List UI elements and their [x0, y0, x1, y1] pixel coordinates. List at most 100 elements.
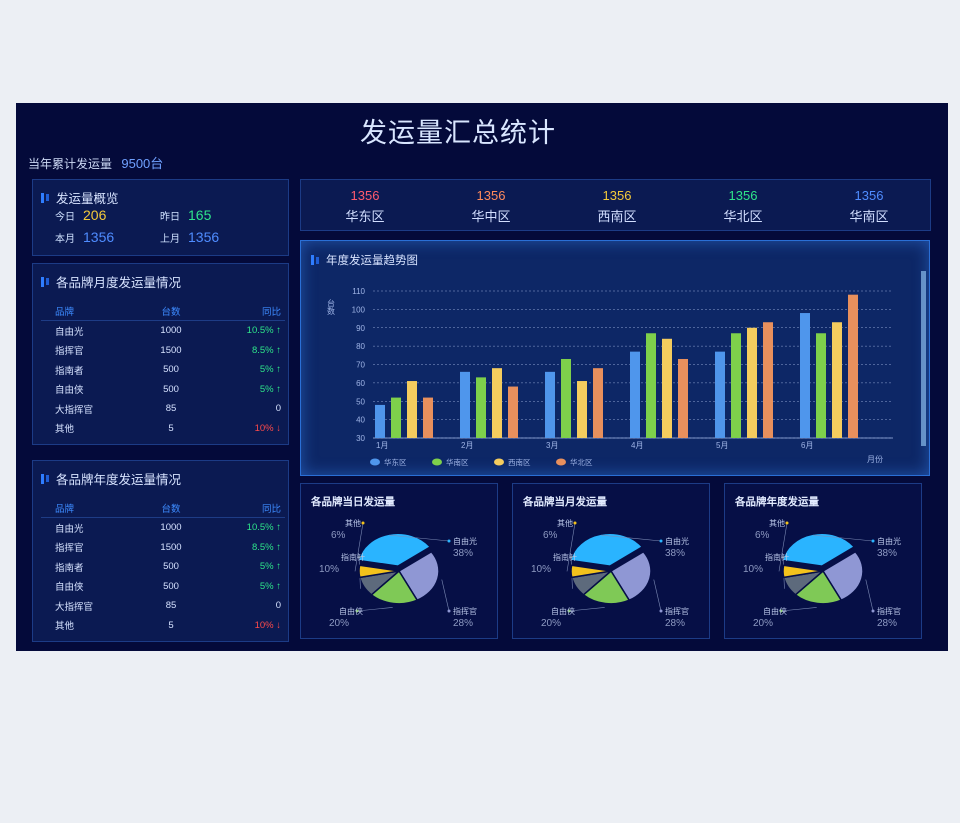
- y-tick-label: 60: [356, 379, 365, 388]
- cell-brand: 其他: [55, 424, 75, 436]
- cell-brand: 大指挥官: [55, 404, 94, 416]
- y-tick-label: 40: [356, 416, 365, 425]
- table-row: 其他 5 10% ↓: [41, 616, 285, 636]
- cell-yoy: 10% ↓: [254, 619, 281, 631]
- leader-dot: [779, 609, 783, 613]
- pie-slice: [609, 550, 652, 602]
- region-1: 1356 华东区: [315, 188, 415, 225]
- cell-brand: 自由光: [55, 523, 84, 535]
- overview-title: 发运量概览: [41, 188, 119, 207]
- region-value: 1356: [476, 188, 506, 203]
- bar: [646, 333, 656, 438]
- cell-count: 500: [163, 383, 179, 395]
- bar: [508, 386, 518, 438]
- slice-pct: 28%: [453, 618, 473, 629]
- cell-brand: 自由侠: [55, 582, 84, 594]
- region-4: 1356 华北区: [693, 188, 793, 225]
- y-tick-label: 70: [356, 361, 365, 370]
- x-tick-label: 1月: [376, 441, 388, 450]
- monthly-brand-table: 品牌 台数 同比 自由光 1000 10.5% ↑ 指挥官 1500 8.5% ↑ 指南者 5…: [41, 302, 285, 438]
- leader-dot: [781, 555, 785, 559]
- leader-line: [354, 522, 364, 572]
- bar: [577, 381, 587, 438]
- cell-yoy: 0: [275, 600, 281, 612]
- cell-brand: 自由侠: [55, 385, 84, 397]
- bar: [678, 358, 688, 438]
- region-name: 华北区: [723, 209, 763, 224]
- slice-pct: 20%: [753, 618, 773, 629]
- slice-label: 其他: [769, 518, 785, 528]
- slice-label: 指南针: [553, 552, 577, 562]
- slice-pct: 6%: [543, 530, 558, 541]
- y-tick-label: 80: [356, 342, 365, 351]
- slice-pct: 6%: [331, 530, 346, 541]
- slice-pct: 20%: [541, 618, 561, 629]
- slice-pct: 10%: [531, 564, 551, 575]
- bar: [715, 351, 725, 438]
- cell-count: 500: [163, 580, 179, 592]
- pie-slice: [794, 569, 843, 605]
- slice-label: 自由侠: [339, 606, 363, 616]
- legend-marker: [432, 458, 442, 466]
- region-name: 华中区: [471, 209, 511, 224]
- leader-dot: [659, 609, 663, 613]
- trend-chart-title: 年度发运量趋势图: [311, 252, 418, 268]
- y-tick-label: 100: [352, 305, 366, 314]
- region-value: 1356: [728, 188, 758, 203]
- bar: [630, 351, 640, 438]
- yearly-brand-table: 品牌 台数 同比 自由光 1000 10.5% ↑ 指挥官 1500 8.5% ↑ 指南者 5…: [41, 499, 285, 635]
- slice-label: 自由光: [665, 536, 689, 546]
- yesterday-value: 165: [188, 207, 212, 223]
- overview-last-month: 上月 1356: [160, 229, 220, 245]
- slice-label: 其他: [345, 518, 361, 528]
- leader-line: [813, 534, 874, 542]
- overview-today: 今日 206: [55, 207, 107, 223]
- leader-line: [356, 607, 393, 612]
- cell-yoy: 10% ↓: [254, 422, 281, 434]
- x-axis-label: 月份: [867, 454, 883, 464]
- bar: [423, 397, 433, 438]
- slice-pct: 6%: [755, 530, 770, 541]
- x-tick-label: 3月: [546, 441, 558, 450]
- pie-panel-monthly: 各品牌当月发运量 自由光 38% 指挥官 28% 自由侠 20% 指南针 10% 其他 6%: [512, 483, 710, 639]
- table-row: 自由侠 500 5% ↑: [41, 380, 285, 400]
- x-tick-label: 2月: [461, 441, 473, 450]
- slice-label: 指挥官: [665, 606, 689, 616]
- leader-line: [389, 534, 450, 542]
- table-row: 其他 5 10% ↓: [41, 419, 285, 439]
- bar: [731, 333, 741, 438]
- cell-brand: 指南者: [55, 365, 84, 377]
- x-tick-label: 5月: [716, 441, 728, 450]
- scroll-accent: [921, 271, 926, 446]
- bar: [476, 377, 486, 438]
- pie-slice: [370, 569, 419, 605]
- slice-label: 其他: [557, 518, 573, 528]
- title-marker-icon: [41, 473, 44, 484]
- monthly-brand-panel: 各品牌月度发运量情况 品牌 台数 同比 自由光 1000 10.5% ↑ 指挥官 150…: [32, 263, 289, 445]
- region-3: 1356 西南区: [567, 188, 667, 225]
- last-month-value: 1356: [188, 229, 220, 245]
- pie-title-monthly: 各品牌当月发运量: [523, 496, 607, 508]
- cumulative-label: 当年累计发运量: [28, 157, 113, 171]
- cell-count: 85: [165, 403, 177, 415]
- slice-pct: 28%: [877, 618, 897, 629]
- cell-count: 5: [168, 619, 174, 631]
- bar: [391, 397, 401, 438]
- legend-label: 华南区: [446, 457, 469, 467]
- x-tick-label: 4月: [631, 441, 643, 450]
- y-tick-label: 30: [356, 434, 365, 443]
- table-row: 大指挥官 85 0: [41, 399, 285, 419]
- overview-yesterday: 昨日 165: [160, 207, 212, 223]
- bar: [460, 371, 470, 438]
- leader-dot: [567, 609, 571, 613]
- table-row: 指挥官 1500 8.5% ↑: [41, 341, 285, 361]
- title-marker-icon: [311, 255, 314, 265]
- cell-yoy: 8.5% ↑: [251, 344, 281, 356]
- leader-dot: [573, 521, 577, 525]
- legend-label: 华东区: [384, 457, 407, 467]
- cell-count: 500: [163, 561, 179, 573]
